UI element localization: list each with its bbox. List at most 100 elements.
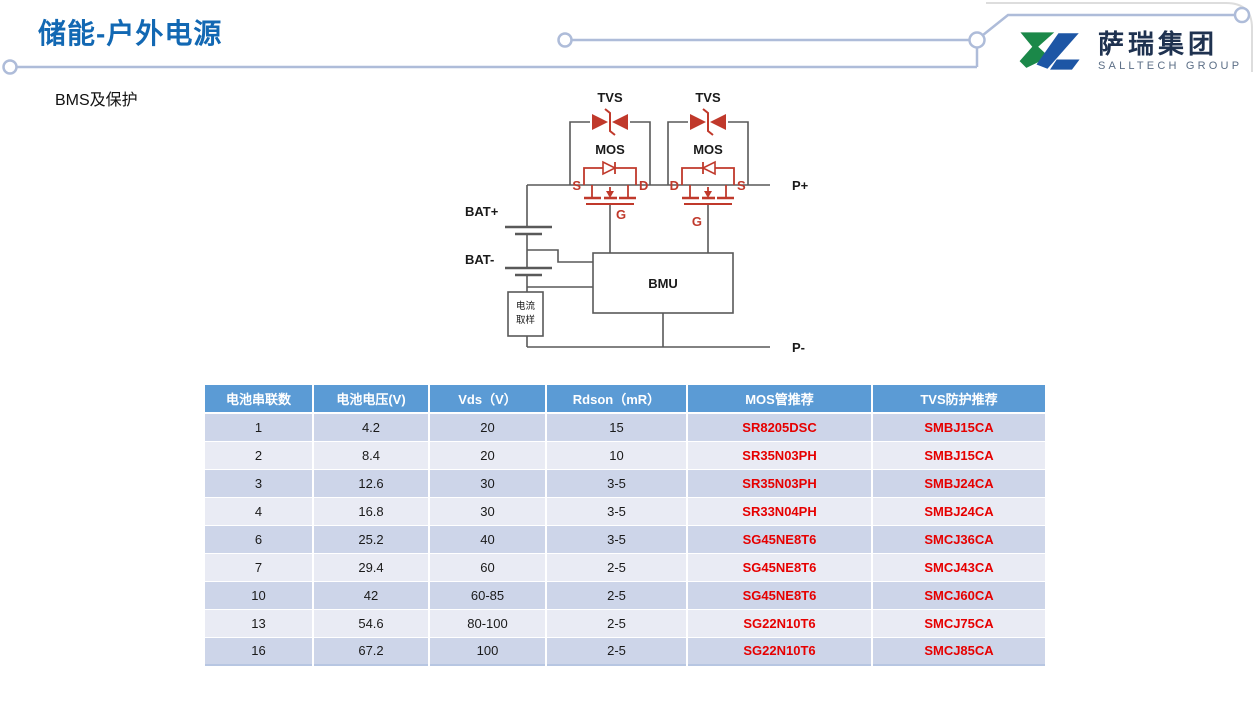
part-number-cell: SMCJ43CA	[872, 553, 1045, 582]
part-number-cell: SMBJ15CA	[872, 441, 1045, 470]
connector-node-icon	[1233, 6, 1251, 24]
part-number-cell: SG45NE8T6	[687, 553, 873, 582]
connector-node-icon	[2, 59, 18, 75]
tvs1-label: TVS	[597, 90, 623, 105]
logo-mark-icon	[1019, 32, 1080, 70]
part-number-cell: SMBJ15CA	[872, 413, 1045, 442]
mos2-label: MOS	[693, 142, 723, 157]
part-number-cell: SMCJ75CA	[872, 609, 1045, 638]
column-header: Vds（V）	[429, 385, 547, 414]
connector-node-icon	[968, 31, 986, 49]
table-cell: 80-100	[429, 609, 547, 638]
part-number-cell: SG45NE8T6	[687, 525, 873, 554]
table-cell: 13	[205, 609, 314, 638]
table-cell: 4.2	[313, 413, 430, 442]
column-header: 电池电压(V)	[313, 385, 430, 414]
table-cell: 10	[205, 581, 314, 610]
current-sample-box	[507, 291, 544, 337]
table-cell: 20	[429, 413, 547, 442]
mos2-drain-label: D	[670, 178, 679, 193]
bmu-box	[592, 252, 734, 314]
table-cell: 20	[429, 441, 547, 470]
decorative-connector	[2, 2, 1253, 75]
column-header: 电池串联数	[205, 385, 314, 414]
mos-tvs-spec-table: 电池串联数 电池电压(V) Vds（V） Rdson（mR） MOS管推荐 TVS防护推荐…	[205, 385, 1045, 666]
table-cell: 3-5	[546, 525, 688, 554]
column-header: MOS管推荐	[687, 385, 873, 414]
table-cell: 12.6	[313, 469, 430, 498]
mos1-gate-label: G	[616, 207, 626, 222]
table-cell: 60	[429, 553, 547, 582]
table-cell: 8.4	[313, 441, 430, 470]
bms-circuit-diagram: BMU 电流 取样	[465, 90, 809, 355]
bmu-label: BMU	[648, 276, 678, 291]
battery-symbols	[505, 225, 552, 277]
table-cell: 2	[205, 441, 314, 470]
table-cell: 10	[546, 441, 688, 470]
bat-minus-label: BAT-	[465, 252, 494, 267]
circuit-wires	[526, 121, 770, 348]
mos1-label: MOS	[595, 142, 625, 157]
table-cell: 42	[313, 581, 430, 610]
spec-table-body: 1 4.2 20 15 SR8205DSC SMBJ15CA 2 8.4 20 10 SR35N03…	[205, 413, 1045, 666]
table-cell: 40	[429, 525, 547, 554]
mos2-gate-label: G	[692, 214, 702, 229]
table-row: 10 42 60-85 2-5 SG45NE8T6 SMCJ60CA	[205, 581, 1045, 610]
table-cell: 16.8	[313, 497, 430, 526]
table-cell: 30	[429, 469, 547, 498]
tvs2-label: TVS	[695, 90, 721, 105]
table-cell: 2-5	[546, 609, 688, 638]
table-cell: 2-5	[546, 581, 688, 610]
company-logo: 萨瑞集团 SALLTECH GROUP	[1012, 24, 1242, 78]
part-number-cell: SMBJ24CA	[872, 497, 1045, 526]
part-number-cell: SMCJ85CA	[872, 637, 1045, 666]
part-number-cell: SR8205DSC	[687, 413, 873, 442]
table-cell: 67.2	[313, 637, 430, 666]
table-row: 13 54.6 80-100 2-5 SG22N10T6 SMCJ75CA	[205, 609, 1045, 638]
table-cell: 3	[205, 469, 314, 498]
table-row: 2 8.4 20 10 SR35N03PH SMBJ15CA	[205, 441, 1045, 470]
logo-name-en: SALLTECH GROUP	[1098, 59, 1243, 72]
section-subtitle: BMS及保护	[55, 92, 138, 109]
part-number-cell: SR35N03PH	[687, 441, 873, 470]
table-cell: 6	[205, 525, 314, 554]
table-row: 4 16.8 30 3-5 SR33N04PH SMBJ24CA	[205, 497, 1045, 526]
mos1-source-label: S	[572, 178, 581, 193]
table-cell: 2-5	[546, 637, 688, 666]
table-cell: 25.2	[313, 525, 430, 554]
table-cell: 54.6	[313, 609, 430, 638]
table-cell: 2-5	[546, 553, 688, 582]
table-cell: 3-5	[546, 497, 688, 526]
current-sample-label-2: 取样	[516, 314, 535, 326]
table-cell: 100	[429, 637, 547, 666]
page-title: 储能-户外电源	[38, 18, 223, 49]
column-header: Rdson（mR）	[546, 385, 688, 414]
table-header-row: 电池串联数 电池电压(V) Vds（V） Rdson（mR） MOS管推荐 TVS防护推荐	[205, 385, 1045, 414]
part-number-cell: SR35N03PH	[687, 469, 873, 498]
table-row: 1 4.2 20 15 SR8205DSC SMBJ15CA	[205, 413, 1045, 442]
table-row: 3 12.6 30 3-5 SR35N03PH SMBJ24CA	[205, 469, 1045, 498]
tvs-diode-icon	[690, 108, 726, 136]
p-minus-label: P-	[792, 340, 805, 355]
part-number-cell: SG45NE8T6	[687, 581, 873, 610]
table-cell: 4	[205, 497, 314, 526]
table-cell: 15	[546, 413, 688, 442]
connector-node-icon	[557, 32, 573, 48]
bat-plus-label: BAT+	[465, 204, 499, 219]
table-cell: 7	[205, 553, 314, 582]
logo-name-cn: 萨瑞集团	[1098, 29, 1219, 60]
tvs-diode-icon	[592, 108, 628, 136]
table-row: 7 29.4 60 2-5 SG45NE8T6 SMCJ43CA	[205, 553, 1045, 582]
current-sample-label-1: 电流	[516, 300, 536, 312]
table-row: 6 25.2 40 3-5 SG45NE8T6 SMCJ36CA	[205, 525, 1045, 554]
part-number-cell: SMCJ36CA	[872, 525, 1045, 554]
part-number-cell: SMCJ60CA	[872, 581, 1045, 610]
mos1-drain-label: D	[639, 178, 648, 193]
part-number-cell: SR33N04PH	[687, 497, 873, 526]
table-row: 16 67.2 100 2-5 SG22N10T6 SMCJ85CA	[205, 637, 1045, 666]
table-cell: 3-5	[546, 469, 688, 498]
mos2-source-label: S	[737, 178, 746, 193]
table-cell: 16	[205, 637, 314, 666]
part-number-cell: SMBJ24CA	[872, 469, 1045, 498]
